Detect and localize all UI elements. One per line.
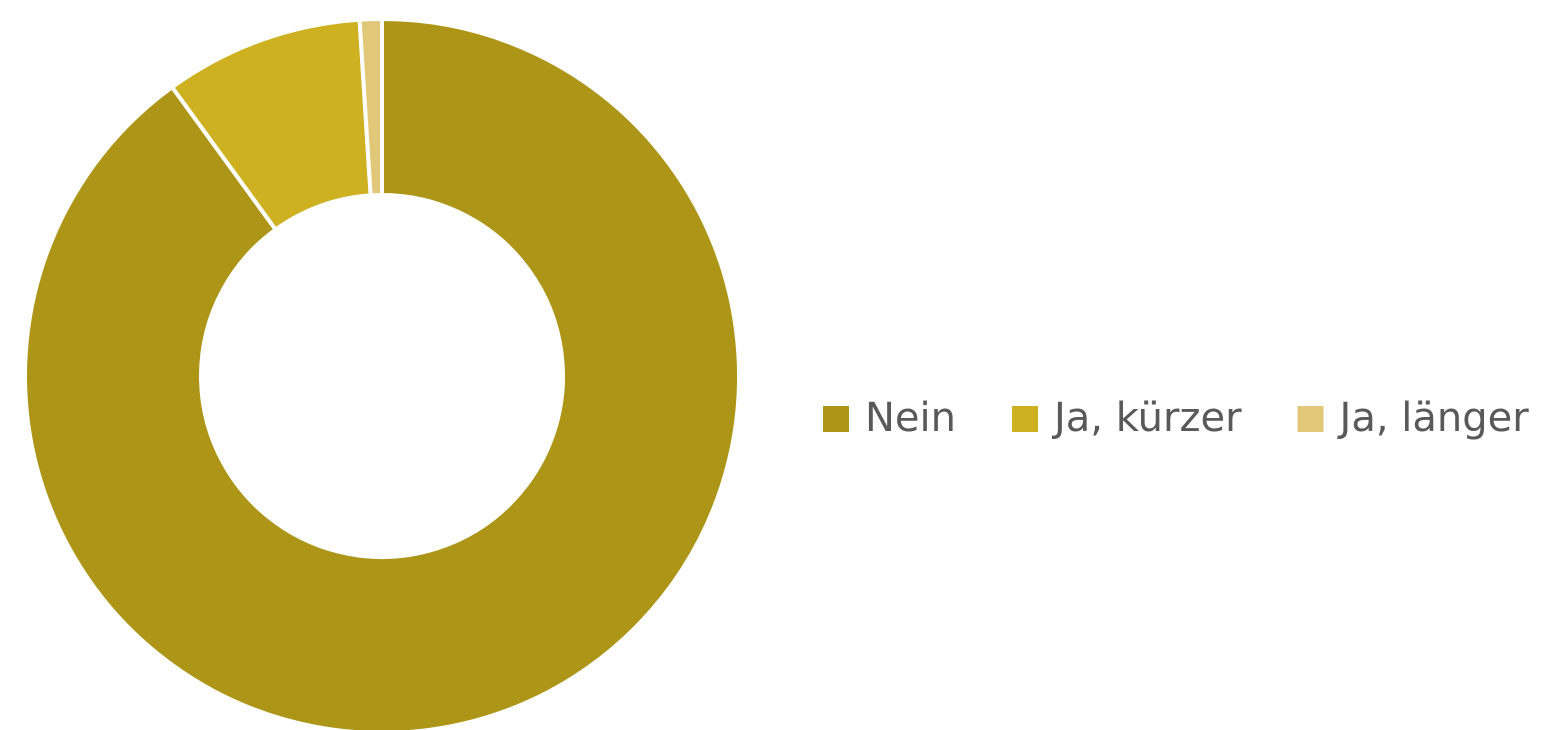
donut-segment: [23, 16, 741, 730]
legend-swatch: [823, 406, 849, 432]
legend-label: Ja, länger: [1337, 395, 1530, 441]
legend-label: Nein: [865, 395, 956, 441]
legend-swatch: [1297, 406, 1324, 432]
donut-segment: [357, 16, 384, 198]
legend-label: Ja, kürzer: [1051, 395, 1242, 441]
legend-swatch: [1012, 406, 1038, 432]
